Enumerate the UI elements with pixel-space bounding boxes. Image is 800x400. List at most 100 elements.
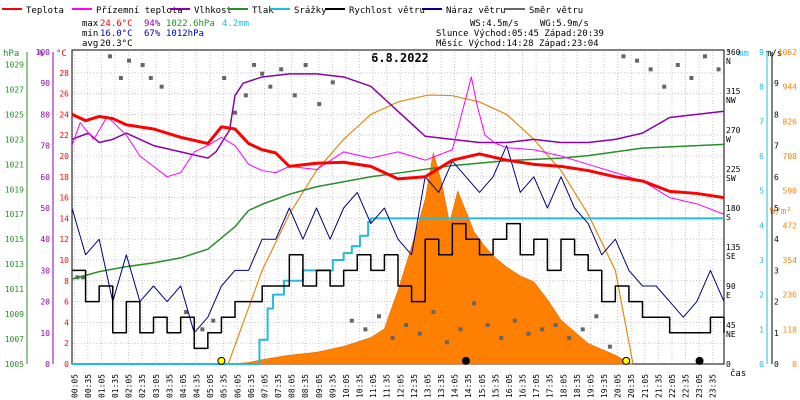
pressure-tick-2: 1025 [5, 110, 24, 119]
temperature-line [71, 113, 725, 200]
time-tick-19: 09:35 [328, 374, 337, 398]
humidity-tick-3: 70 [40, 142, 50, 151]
time-tick-21: 10:35 [356, 374, 365, 398]
stat-moon: Měsíc Východ:14:28 Západ:23:04 [436, 39, 599, 49]
legend-srazky: Srážky [294, 6, 327, 16]
wind-direction-point [716, 67, 721, 72]
wind-direction-point [702, 54, 707, 59]
wind-direction-point [567, 336, 572, 340]
temperature-tick-9: 10 [59, 256, 69, 265]
stat-wg: WG:5.9m/s [540, 19, 589, 29]
wind-direction-point [292, 93, 297, 98]
direction-tick-7: 45 [726, 321, 736, 330]
unit-wm2: W/m² [770, 207, 792, 217]
wind-speed-line [72, 222, 725, 350]
solar-tick-7: 236 [783, 291, 798, 300]
time-tick-18: 09:05 [315, 374, 324, 398]
humidity-tick-7: 30 [40, 266, 50, 275]
unit-mm: mm [738, 49, 749, 59]
pressure-tick-9: 1011 [5, 285, 24, 294]
direction-tick-8: 0 [726, 360, 731, 369]
wind-direction-point [689, 76, 694, 80]
time-tick-31: 15:35 [491, 374, 500, 398]
direction-tick-5: 135 [726, 243, 741, 252]
wind-direction-point [108, 54, 113, 59]
rain-tick-0: 9 [759, 48, 764, 57]
stat-max-hum: 94% [144, 19, 161, 29]
time-tick-27: 13:35 [437, 374, 446, 398]
time-tick-43: 21:35 [654, 374, 663, 398]
unit-cas: čas [730, 368, 746, 379]
rain-tick-3: 6 [759, 152, 764, 161]
time-tick-16: 08:05 [288, 374, 297, 398]
legend: Teplota Přízemní teplota Vlhkost Tlak Sr… [2, 6, 583, 16]
legend-teplota: Teplota [26, 6, 64, 16]
wind-direction-point [472, 301, 477, 306]
legend-smer-vetru: Směr větru [529, 6, 583, 16]
direction-tick-4: 180 [726, 204, 741, 213]
rain-tick-7: 2 [759, 291, 764, 300]
humidity-tick-2: 80 [40, 110, 50, 119]
temperature-tick-8: 12 [59, 235, 69, 244]
time-tick-2: 01:05 [97, 374, 106, 398]
time-tick-23: 11:35 [383, 374, 392, 398]
direction-tick-3: 225 [726, 165, 741, 174]
rain-line [72, 217, 724, 365]
stat-min-label: min [82, 29, 98, 39]
temperature-tick-3: 22 [59, 131, 69, 140]
wind-direction-point [200, 327, 205, 332]
wind-direction-point [621, 54, 626, 59]
ground-temperature-line [71, 76, 725, 215]
solar-tick-1: 944 [783, 83, 798, 92]
time-tick-32: 16:05 [505, 374, 514, 398]
marker-1 [461, 356, 470, 365]
time-tick-5: 02:35 [138, 374, 147, 398]
wind-tick-3: 6 [774, 173, 779, 182]
rain-tick-5: 4 [759, 221, 764, 230]
wind-tick-1: 8 [774, 110, 779, 119]
time-tick-9: 04:35 [193, 374, 202, 398]
time-tick-44: 22:05 [668, 374, 677, 398]
wind-tick-6: 3 [774, 266, 779, 275]
wind-tick-5: 4 [774, 235, 779, 244]
wind-direction-point [417, 331, 422, 336]
time-tick-25: 12:35 [410, 374, 419, 398]
time-tick-46: 23:05 [695, 374, 704, 398]
time-tick-11: 05:35 [220, 374, 229, 398]
temperature-tick-0: 28 [59, 69, 69, 78]
humidity-tick-1: 90 [40, 79, 50, 88]
temperature-tick-13: 2 [64, 339, 69, 348]
direction-tick-label-6: E [726, 291, 731, 300]
direction-tick-label-4: S [726, 213, 731, 222]
wind-direction-point [675, 63, 680, 67]
time-tick-13: 06:35 [247, 374, 256, 398]
time-tick-0: 00:05 [70, 374, 79, 398]
stat-min-temp: 16.0°C [100, 29, 133, 39]
solar-radiation-area [228, 152, 632, 365]
wind-direction-point [363, 327, 368, 332]
time-tick-8: 04:05 [179, 374, 188, 398]
axis-solar: 1062 944 826 708 590 472 354 236 118 0 [778, 48, 797, 369]
pressure-tick-8: 1013 [5, 260, 24, 269]
stat-max-rain: 4.2mm [222, 19, 249, 29]
time-tick-38: 19:05 [586, 374, 595, 398]
humidity-tick-5: 50 [40, 204, 50, 213]
direction-tick-2: 270 [726, 126, 741, 135]
solar-tick-9: 0 [792, 360, 797, 369]
direction-tick-label-0: N [726, 57, 731, 66]
wind-direction-layer [75, 54, 721, 349]
time-tick-45: 22:35 [682, 374, 691, 398]
wind-direction-point [252, 63, 257, 67]
time-tick-37: 18:35 [573, 374, 582, 398]
time-tick-40: 20:05 [614, 374, 623, 398]
wind-direction-point [512, 318, 517, 323]
solar-layer [228, 152, 632, 365]
stat-max-press: 1022.6hPa [166, 19, 215, 29]
wind-direction-point [580, 327, 585, 332]
wind-direction-point [390, 336, 395, 340]
wind-direction-point [485, 323, 490, 327]
unit-hpa: hPa [3, 49, 19, 59]
direction-tick-label-3: SW [726, 174, 736, 183]
rain-tick-6: 3 [759, 256, 764, 265]
